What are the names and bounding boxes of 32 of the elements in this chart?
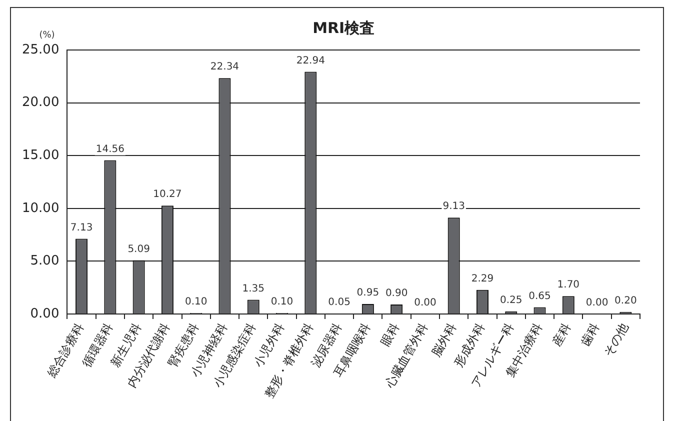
y-tick-label: 20.00 bbox=[22, 95, 60, 110]
x-tick-label: その他 bbox=[600, 320, 631, 359]
data-label: 1.35 bbox=[242, 283, 265, 294]
data-label: 22.34 bbox=[210, 62, 240, 73]
chart-title: MRI検査 bbox=[312, 18, 375, 37]
data-label: 0.10 bbox=[184, 296, 208, 308]
data-label: 0.65 bbox=[528, 290, 551, 302]
data-label: 0.00 bbox=[586, 298, 608, 309]
x-tick-label: 産科 bbox=[550, 320, 574, 348]
y-axis-title: (%) bbox=[39, 30, 55, 40]
y-tick-label: 15.00 bbox=[22, 148, 60, 163]
data-label: 9.13 bbox=[442, 201, 465, 212]
data-label: 0.20 bbox=[614, 296, 637, 307]
data-label: 0.05 bbox=[328, 297, 350, 308]
data-label: 0.25 bbox=[500, 295, 522, 306]
data-label: 2.29 bbox=[471, 273, 494, 284]
y-tick-label: 5.00 bbox=[30, 254, 60, 269]
data-label: 0.00 bbox=[414, 298, 436, 309]
y-tick-label: 0.00 bbox=[30, 306, 60, 322]
data-label: 7.13 bbox=[70, 222, 93, 234]
y-tick-label: 25.00 bbox=[22, 42, 60, 58]
y-tick-label: 10.00 bbox=[22, 200, 60, 216]
data-label: 0.95 bbox=[356, 288, 380, 299]
data-label: 10.27 bbox=[153, 189, 182, 200]
data-label: 22.94 bbox=[296, 55, 325, 66]
data-label: 0.90 bbox=[385, 288, 408, 300]
data-label: 5.09 bbox=[128, 244, 150, 255]
x-tick-label: 眼科 bbox=[378, 320, 402, 348]
data-label: 14.56 bbox=[96, 144, 124, 155]
x-tick-label: 歯科 bbox=[578, 320, 602, 348]
data-label: 0.10 bbox=[270, 296, 294, 308]
data-label: 1.70 bbox=[557, 280, 580, 291]
